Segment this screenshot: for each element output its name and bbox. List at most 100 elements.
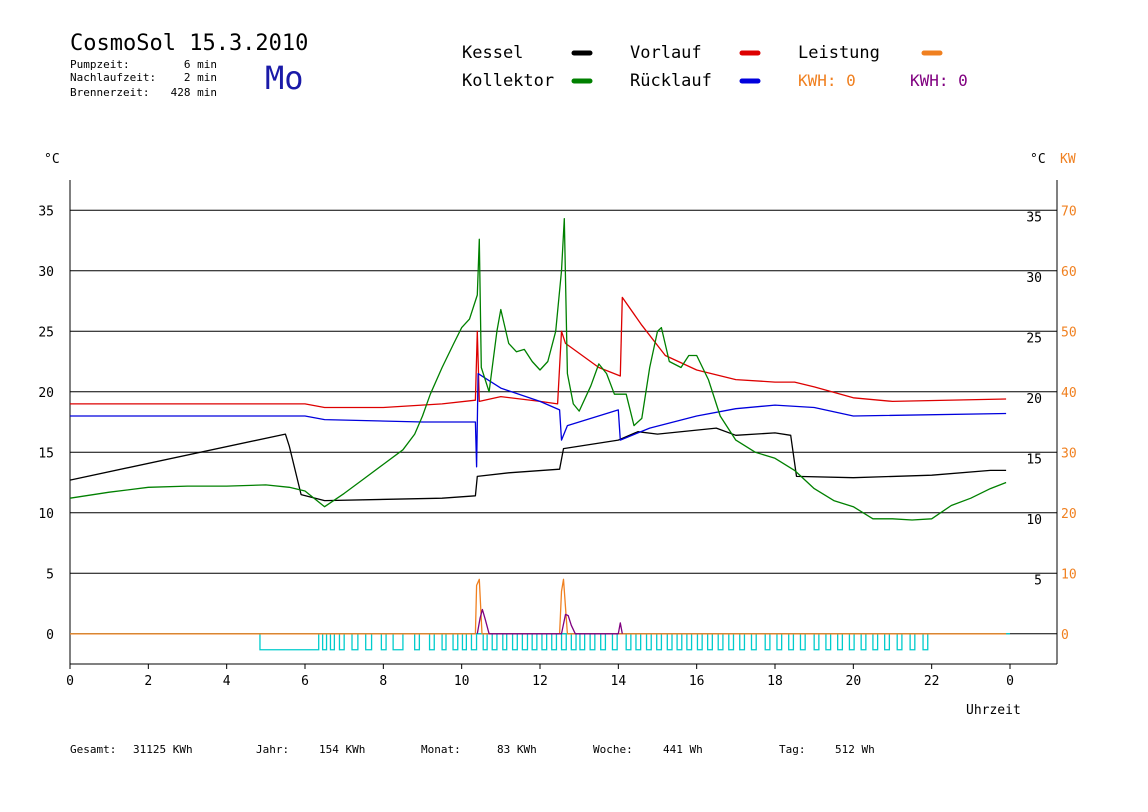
pump-pulse [814,634,819,650]
info-label-pumpzeit: Pumpzeit: [70,58,130,71]
day-label: Mo [265,59,304,97]
y-right-tick-label: 5 [1034,573,1042,588]
total-label-monat: Monat: [421,743,461,756]
y-left-tick-label: 30 [38,265,54,280]
pump-pulse [873,634,878,650]
pump-pulse [667,634,672,650]
series-line-leistung [70,579,1006,634]
x-tick-label: 18 [767,674,783,689]
pump-pulse [571,634,576,650]
y-left-tick-label: 10 [38,507,54,522]
y-left-tick-label: 25 [38,325,54,340]
y-right2-tick-label: 60 [1061,265,1077,280]
series-line-kessel [70,428,1006,501]
legend-label-leistung: Leistung [798,43,880,63]
pump-pulse [647,634,652,650]
pump-pulse [861,634,866,650]
x-tick-label: 10 [454,674,470,689]
pump-pulse [580,634,585,650]
y-left-tick-label: 20 [38,386,54,401]
pump-pulse [849,634,854,650]
pump-pulse [393,634,403,650]
total-value-monat: 83 KWh [497,743,537,756]
y-right2-tick-label: 40 [1061,386,1077,401]
info-value-nachlaufzeit: 2 min [184,71,217,84]
series-line-kwh [477,610,622,634]
pump-pulse [522,634,527,650]
total-value-woche: 441 Wh [663,743,703,756]
pump-pulse [532,634,537,650]
pump-pulse [718,634,723,650]
x-tick-label: 0 [1006,674,1014,689]
pump-pulse [381,634,386,650]
x-tick-label: 22 [924,674,940,689]
pump-pulse [552,634,557,650]
total-value-gesamt: 31125 KWh [133,743,193,756]
y-right2-tick-label: 50 [1061,325,1077,340]
y-right2-tick-label: 0 [1061,628,1069,643]
pump-pulse [838,634,843,650]
y-left-tick-label: 5 [46,567,54,582]
legend: Kessel Vorlauf Leistung Kollektor Rückla… [462,43,968,91]
y-right-tick-label: 30 [1026,271,1042,286]
cosmosol-chart: CosmoSol 15.3.2010 Pumpzeit: 6 min Nachl… [0,0,1148,812]
x-tick-label: 6 [301,674,309,689]
pump-pulse [513,634,518,650]
y-right-tick-label: 10 [1026,513,1042,528]
x-tick-label: 8 [379,674,387,689]
pump-pulse [601,634,606,650]
pump-pulse [885,634,890,650]
info-value-pumpzeit: 6 min [184,58,217,71]
x-tick-label: 2 [144,674,152,689]
pump-pulse [897,634,902,650]
y-right-tick-label: 35 [1026,210,1042,225]
pump-pulse [923,634,928,650]
pump-pulse [430,634,435,650]
total-value-jahr: 154 KWh [319,743,365,756]
legend-label-kessel: Kessel [462,43,523,63]
pump-pulse [740,634,745,650]
series-lines [70,219,1006,634]
x-tick-label: 16 [689,674,705,689]
pump-pulse [729,634,734,650]
y-left-tick-label: 0 [46,628,54,643]
x-tick-label: 14 [611,674,627,689]
kwh-label-kwh: KWH: 0 [910,71,968,90]
pump-pulse [636,634,641,650]
pump-pulse [789,634,794,650]
pump-pulse [366,634,372,650]
pump-pulse [826,634,831,650]
x-axis-label: Uhrzeit [966,703,1021,718]
pump-activity [70,634,1010,650]
axis-ticks: 0510152025303551015202530350102030405060… [38,204,1076,689]
x-tick-label: 12 [532,674,548,689]
legend-label-kollektor: Kollektor [462,71,554,91]
grid [70,210,1057,634]
pump-pulse [415,634,420,650]
pump-pulse [800,634,805,650]
right-axis-unit: °C [1030,152,1046,167]
total-label-jahr: Jahr: [256,743,289,756]
pump-pulse [677,634,682,650]
legend-label-ruecklauf: Rücklauf [630,71,712,91]
series-line-vorlauf [70,297,1006,407]
legend-label-vorlauf: Vorlauf [630,43,702,63]
series-line-ruecklauf [70,374,1006,467]
pump-pulse [442,634,446,650]
kwh-label-leistung: KWH: 0 [798,71,856,90]
y-right-tick-label: 25 [1026,331,1042,346]
pump-pulse [471,634,476,650]
left-axis-unit: °C [44,152,60,167]
y-right-tick-label: 15 [1026,452,1042,467]
pump-pulse [562,634,567,650]
pump-pulse [590,634,595,650]
total-label-gesamt: Gesamt: [70,743,116,756]
total-label-woche: Woche: [593,743,633,756]
info-label-brennerzeit: Brennerzeit: [70,86,149,99]
x-tick-label: 0 [66,674,74,689]
y-right2-tick-label: 70 [1061,204,1077,219]
pump-pulse [765,634,770,650]
total-label-tag: Tag: [779,743,806,756]
pump-pulse [777,634,782,650]
pump-pulse [503,634,507,650]
